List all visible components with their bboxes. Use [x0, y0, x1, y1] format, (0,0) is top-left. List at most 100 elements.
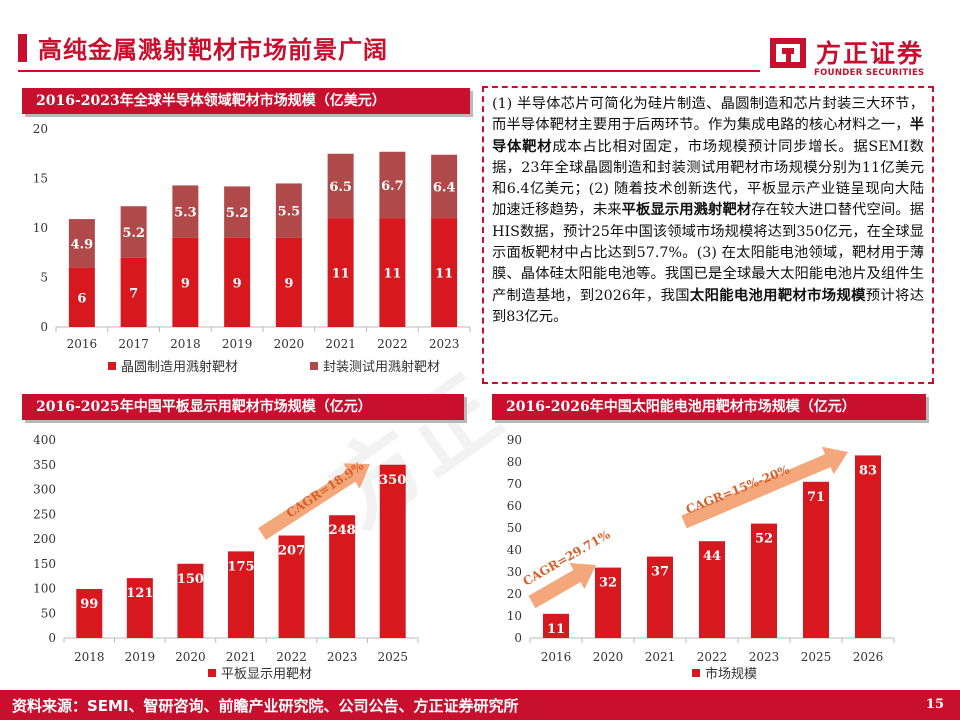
chart1-data-label: 4.9 [71, 237, 94, 252]
chart3-bar-s0 [543, 613, 569, 638]
chart2-data-label: 99 [80, 597, 98, 612]
chart2-xtick: 2019 [125, 650, 156, 664]
chart3-xtick: 2020 [593, 650, 624, 664]
chart1-bar-s1 [172, 185, 199, 238]
chart3-ytick: 60 [507, 499, 522, 513]
chart3-data-label: 32 [599, 576, 617, 591]
page-title: 高纯金属溅射靶材市场前景广阔 [38, 36, 388, 64]
chart3-ytick: 90 [507, 433, 522, 447]
title-underline [18, 70, 760, 72]
chart1-bar-s1 [379, 151, 406, 219]
chart2-data-label: 175 [227, 559, 254, 574]
chart1-data-label: 9 [181, 276, 190, 291]
summary-text-3: 存在较大进口替代空间。据HIS数据，预计25年中国该领域市场规模将达到350亿元… [492, 202, 925, 304]
chart2-xtick: 2020 [175, 650, 206, 664]
chart3-data-label: 37 [651, 565, 669, 580]
chart1-legend-swatch [108, 362, 116, 370]
chart2-data-label: 150 [177, 572, 204, 587]
chart3-bar-s0 [751, 523, 777, 638]
chart1-bar-s0 [120, 257, 147, 327]
logo-text-en: FOUNDER SECURITIES [814, 68, 925, 78]
chart1-ytick: 10 [33, 221, 48, 235]
chart2-ytick: 100 [33, 582, 56, 596]
chart1-ytick: 5 [40, 271, 48, 285]
chart2-bar-s0 [126, 578, 153, 638]
chart1-data-label: 6.4 [433, 180, 456, 195]
page-number: 15 [925, 697, 944, 712]
summary-bold-1: 半导体靶材 [492, 117, 924, 155]
chart3-xtick: 2025 [801, 650, 832, 664]
logo-text-cn: 方正证券 [816, 39, 925, 68]
chart2-bar-s0 [329, 515, 356, 638]
chart1-data-label: 6.7 [381, 179, 404, 194]
chart2-ytick: 150 [33, 557, 56, 571]
chart1-bar-s1 [275, 183, 302, 238]
title-accent-bar [18, 34, 27, 62]
summary-bold-2: 平板显示用溅射靶材 [621, 202, 752, 219]
chart1-bar-s0 [224, 237, 251, 327]
chart2-ytick: 350 [33, 458, 56, 472]
chart1-data-label: 5.3 [174, 206, 197, 221]
chart3-bar-s0 [803, 481, 829, 638]
chart1-data-label: 9 [233, 276, 242, 291]
chart2-legend-label: 平板显示用靶材 [221, 667, 312, 682]
chart2-china-flat-panel-target: 0 50 100 150 200 250 300 350 400 2018 2019 2020 2021… [33, 433, 419, 682]
chart2-ytick: 50 [41, 606, 56, 620]
chart1-xtick: 2020 [274, 337, 305, 351]
chart3-ytick: 10 [507, 609, 522, 623]
chart3-bar-s0 [595, 567, 621, 638]
chart1-title: 2016-2023年全球半导体领域靶材市场规模（亿美元） [22, 88, 470, 114]
chart1-legend-label: 晶圆制造用溅射靶材 [121, 359, 238, 375]
chart1-data-label: 5.5 [278, 205, 301, 220]
chart3-legend-swatch [692, 669, 700, 677]
chart1-xtick: 2017 [118, 337, 149, 351]
founder-logo-mark-icon [770, 38, 806, 68]
chart2-xtick: 2022 [276, 650, 307, 664]
chart3-ytick: 80 [507, 455, 522, 469]
chart3-xtick: 2022 [697, 650, 728, 664]
chart2-ytick: 0 [48, 631, 56, 645]
chart2-title: 2016-2025年中国平板显示用靶材市场规模（亿元） [22, 394, 464, 420]
chart3-ytick: 20 [507, 587, 522, 601]
chart1-data-label: 11 [332, 267, 350, 282]
chart3-growth-arrow [528, 563, 596, 609]
chart2-cagr-label: CAGR=18.9% [284, 458, 367, 520]
chart1-bar-s1 [327, 153, 354, 219]
chart2-xtick: 2023 [327, 650, 358, 664]
chart1-data-label: 6.5 [329, 180, 352, 195]
chart3-xtick: 2026 [853, 650, 884, 664]
chart3-ytick: 70 [507, 477, 522, 491]
chart1-xtick: 2019 [222, 337, 253, 351]
chart3-xtick: 2021 [645, 650, 676, 664]
summary-bold-3: 太阳能电池用靶材市场规模 [689, 287, 866, 304]
chart1-xtick: 2023 [429, 337, 460, 351]
chart3-data-label: 52 [755, 532, 773, 547]
chart1-xtick: 2016 [67, 337, 98, 351]
chart2-xtick: 2018 [74, 650, 105, 664]
chart1-bar-s0 [275, 237, 302, 327]
chart3-ytick: 0 [514, 631, 522, 645]
chart1-data-label: 6 [77, 291, 86, 306]
chart2-bar-s0 [177, 563, 204, 638]
chart1-bar-s0 [379, 218, 406, 327]
chart2-ytick: 250 [33, 507, 56, 521]
summary-text-2: 成本占比相对固定，市场规模预计同步增长。据SEMI数据，23年全球晶圆制造和封装… [492, 138, 925, 219]
chart2-xtick: 2021 [226, 650, 257, 664]
chart3-bar-s0 [699, 541, 725, 638]
chart1-ytick: 15 [33, 172, 48, 186]
chart1-data-label: 5.2 [122, 226, 145, 241]
chart3-data-label: 11 [547, 622, 565, 637]
chart2-bar-s0 [379, 464, 406, 638]
summary-text-1: (1) 半导体芯片可简化为硅片制造、晶圆制造和芯片封装三大环节，而半导体靶材主要… [492, 96, 924, 134]
chart1-bar-s0 [431, 218, 458, 327]
footer-source: 资料来源：SEMI、智研咨询、前瞻产业研究院、公司公告、方正证券研究所 [12, 697, 519, 715]
chart3-xtick: 2016 [541, 650, 572, 664]
chart3-data-label: 83 [859, 463, 877, 478]
chart1-bar-s0 [172, 237, 199, 327]
chart3-bar-s0 [647, 556, 673, 638]
chart1-legend-label: 封装测试用溅射靶材 [323, 359, 440, 375]
chart2-data-label: 207 [278, 544, 305, 559]
chart3-china-solar-target: 0 10 20 30 40 50 60 70 80 90 2016 2020 2021 2022 2023 2… [507, 433, 895, 682]
chart1-data-label: 7 [129, 286, 138, 301]
chart1-data-label: 11 [435, 267, 453, 282]
